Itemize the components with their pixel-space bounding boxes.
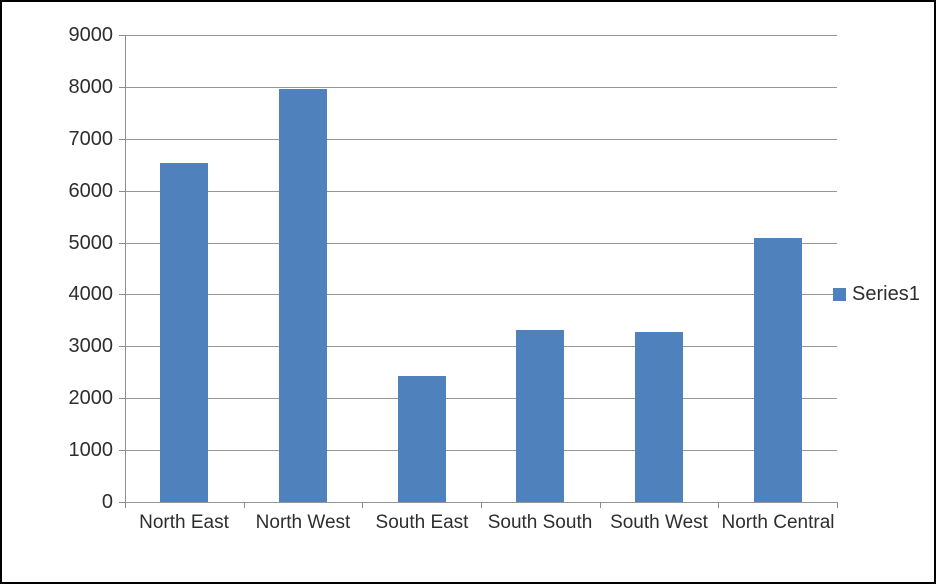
bar-north-west bbox=[279, 89, 327, 502]
gridline-5000 bbox=[125, 243, 837, 244]
y-tick-label-2000: 2000 bbox=[68, 387, 114, 409]
gridline-3000 bbox=[125, 346, 837, 347]
x-axis-tick bbox=[600, 502, 601, 508]
x-label-south-east: South East bbox=[375, 512, 469, 533]
x-label-north-central: North Central bbox=[721, 512, 835, 533]
x-axis-tick bbox=[718, 502, 719, 508]
y-tick-9000 bbox=[119, 35, 125, 36]
gridline-2000 bbox=[125, 398, 837, 399]
gridline-4000 bbox=[125, 294, 837, 295]
y-tick-4000 bbox=[119, 294, 125, 295]
x-axis-tick bbox=[244, 502, 245, 508]
bar-north-central bbox=[754, 238, 802, 502]
bar-south-east bbox=[398, 376, 446, 502]
y-tick-7000 bbox=[119, 139, 125, 140]
y-tick-label-9000: 9000 bbox=[68, 24, 114, 46]
y-axis-line bbox=[125, 35, 126, 508]
x-axis-tick bbox=[362, 502, 363, 508]
gridline-7000 bbox=[125, 139, 837, 140]
x-axis-tick bbox=[481, 502, 482, 508]
bar-south-west bbox=[635, 332, 683, 502]
x-label-north-east: North East bbox=[139, 512, 229, 533]
y-tick-label-1000: 1000 bbox=[68, 439, 114, 461]
y-tick-0 bbox=[119, 502, 125, 503]
y-tick-5000 bbox=[119, 243, 125, 244]
y-tick-label-8000: 8000 bbox=[68, 76, 114, 98]
bar-north-east bbox=[160, 163, 208, 502]
legend-series1-swatch bbox=[833, 287, 846, 301]
y-tick-label-5000: 5000 bbox=[68, 232, 114, 254]
y-tick-2000 bbox=[119, 398, 125, 399]
legend-series1-label: Series1 bbox=[852, 283, 920, 305]
y-tick-3000 bbox=[119, 346, 125, 347]
x-label-south-south: South South bbox=[487, 512, 593, 533]
x-axis-tick bbox=[125, 502, 126, 508]
y-tick-label-0: 0 bbox=[101, 491, 113, 513]
y-tick-label-4000: 4000 bbox=[68, 283, 114, 305]
bar-south-south bbox=[516, 330, 564, 502]
x-axis-tick bbox=[837, 502, 838, 508]
y-tick-6000 bbox=[119, 191, 125, 192]
x-label-south-west: South West bbox=[610, 512, 708, 533]
y-tick-label-3000: 3000 bbox=[68, 335, 114, 357]
gridline-6000 bbox=[125, 191, 837, 192]
plot-area bbox=[125, 35, 837, 503]
legend: Series1 bbox=[833, 283, 920, 305]
y-tick-1000 bbox=[119, 450, 125, 451]
y-tick-8000 bbox=[119, 87, 125, 88]
y-tick-label-6000: 6000 bbox=[68, 180, 114, 202]
gridline-9000 bbox=[125, 35, 837, 36]
gridline-1000 bbox=[125, 450, 837, 451]
gridline-8000 bbox=[125, 87, 837, 88]
y-tick-label-7000: 7000 bbox=[68, 128, 114, 150]
x-label-north-west: North West bbox=[255, 512, 351, 533]
